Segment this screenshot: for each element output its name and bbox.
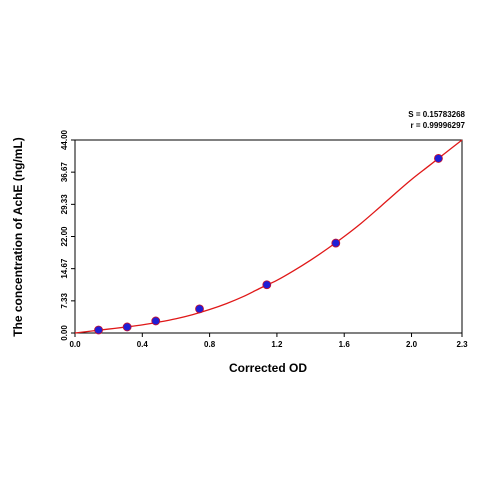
x-tick-label: 0.4 (137, 340, 149, 349)
data-point (151, 316, 161, 326)
stat-s-label: S = 0.15783268 (408, 110, 465, 119)
data-point (331, 238, 341, 248)
plot-frame (74, 139, 463, 334)
y-axis-title: The concentration of AchE (ng/mL) (11, 137, 25, 337)
x-tick-label: 2.0 (406, 340, 418, 349)
data-point (262, 280, 272, 290)
x-tick-label: 1.6 (339, 340, 351, 349)
x-tick-label: 2.3 (456, 340, 468, 349)
y-axis: 0.00 7.33 14.67 22.00 29.33 36.67 44.00 (60, 129, 75, 341)
y-tick-label: 22.00 (60, 226, 69, 247)
y-tick-label: 36.67 (60, 162, 69, 183)
x-tick-label: 1.2 (271, 340, 283, 349)
x-tick-label: 0.0 (69, 340, 81, 349)
x-axis-title: Corrected OD (229, 361, 307, 375)
fit-curve-line (74, 139, 463, 334)
y-tick-label: 7.33 (60, 293, 69, 309)
y-tick-label: 29.33 (60, 194, 69, 215)
fit-curve-layer (74, 139, 463, 334)
data-point (94, 325, 103, 335)
x-tick-label: 0.8 (204, 340, 216, 349)
y-tick-label: 0.00 (60, 325, 69, 341)
y-tick-label: 44.00 (60, 129, 69, 150)
stat-r-label: r = 0.99996297 (411, 121, 466, 130)
data-points-layer (94, 154, 443, 335)
y-tick-label: 14.67 (60, 258, 69, 279)
data-point (122, 322, 132, 332)
x-axis: 0.0 0.4 0.8 1.2 1.6 2.0 2.3 (69, 333, 468, 349)
data-point (195, 304, 204, 314)
data-point (434, 154, 443, 163)
